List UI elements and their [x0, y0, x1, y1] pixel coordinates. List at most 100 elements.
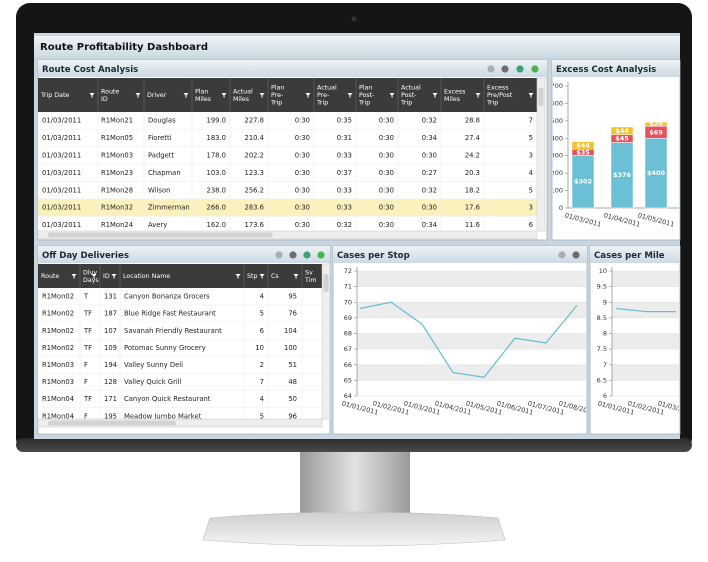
filter-icon[interactable] [259, 93, 265, 98]
table-row[interactable] [38, 216, 537, 233]
column-header: Trip [358, 100, 370, 107]
table-cell: R1Mon05 [101, 134, 133, 142]
table-row[interactable] [38, 339, 340, 357]
table-row[interactable] [38, 164, 537, 182]
table-cell: 24.2 [465, 152, 480, 160]
filter-icon[interactable] [135, 93, 141, 98]
table-cell: 0:30 [295, 186, 310, 194]
grid-band [612, 333, 679, 350]
panel-icon[interactable] [289, 251, 297, 259]
table-cell: 10 [255, 344, 264, 352]
table-cell: 5 [529, 134, 533, 142]
filter-icon[interactable] [71, 274, 77, 279]
table-cell: 4 [260, 293, 264, 301]
table-row[interactable] [38, 390, 340, 408]
panel-icon[interactable] [303, 251, 311, 259]
panel-icon[interactable] [558, 251, 566, 259]
filter-icon[interactable] [221, 93, 227, 98]
value-label: $45 [615, 135, 629, 143]
table-cell: 5 [260, 412, 264, 420]
table-row[interactable] [38, 129, 537, 147]
v-scrollbar[interactable] [321, 263, 331, 420]
column-header: Excess [487, 85, 509, 92]
panel-icon[interactable] [501, 65, 509, 73]
table-cell: 4 [260, 395, 264, 403]
grid-band [612, 271, 679, 287]
filter-icon[interactable] [432, 93, 438, 98]
table-row[interactable] [38, 181, 537, 199]
column-header: Plan [359, 85, 372, 92]
y-tick-label: 400 [551, 134, 563, 142]
panel-icon[interactable] [275, 251, 283, 259]
table-cell: R1Mon02 [42, 310, 74, 318]
table-cell: 266.0 [207, 204, 226, 212]
filter-icon[interactable] [305, 93, 311, 98]
table-cell: F [84, 378, 88, 386]
y-tick-label: 200 [551, 169, 563, 177]
filter-icon[interactable] [475, 93, 481, 98]
table-cell: 109 [104, 344, 117, 352]
filter-icon[interactable] [183, 93, 189, 98]
table-cell: TF [83, 395, 92, 403]
panel-icon[interactable] [516, 65, 524, 73]
h-scrollbar[interactable] [37, 230, 538, 240]
h-scrollbar[interactable] [37, 418, 323, 428]
table-row[interactable] [38, 407, 340, 425]
filter-icon[interactable] [111, 274, 117, 279]
y-tick-label: 64 [344, 392, 352, 400]
table-cell: 100 [284, 344, 297, 352]
panel-icon[interactable] [531, 65, 539, 73]
table-cell: 2 [260, 361, 264, 369]
v-scroll-thumb[interactable] [323, 274, 329, 292]
table-cell: 96 [288, 412, 297, 420]
table-row[interactable] [38, 146, 537, 165]
table-row[interactable] [38, 373, 340, 391]
column-header: Actual [233, 88, 253, 95]
filter-icon[interactable] [259, 274, 265, 279]
table-cell: 0:33 [337, 152, 352, 160]
table-row[interactable] [38, 288, 340, 306]
table-row[interactable] [38, 305, 340, 323]
panel-icon[interactable] [317, 251, 325, 259]
bar-segment [610, 126, 634, 135]
table-cell: Padgett [148, 152, 174, 160]
filter-icon[interactable] [91, 274, 97, 279]
table-cell: 01/03/2011 [42, 117, 81, 125]
column-header: ID [103, 273, 110, 280]
table-row[interactable] [38, 199, 537, 217]
filter-icon[interactable] [235, 274, 241, 279]
table-cell: R1Mon04 [42, 412, 74, 420]
table-cell: 76 [288, 310, 297, 318]
panel-icon[interactable] [572, 251, 580, 259]
table-cell: 0:31 [337, 134, 352, 142]
h-scroll-thumb[interactable] [48, 420, 176, 426]
table-cell: 51 [288, 361, 297, 369]
table-cell: 01/03/2011 [42, 134, 81, 142]
panel-icon[interactable] [487, 65, 495, 73]
table-row[interactable] [38, 322, 340, 340]
table-row[interactable] [38, 112, 537, 130]
table-cell: Meadow Jumbo Market [124, 412, 202, 420]
filter-icon[interactable] [347, 93, 353, 98]
column-header: Excess [444, 88, 466, 95]
y-tick-label: 8 [603, 330, 607, 338]
v-scrollbar[interactable] [536, 77, 546, 232]
table-cell: Canyon Quick Restaurant [124, 395, 211, 403]
filter-icon[interactable] [528, 93, 534, 98]
table-cell: 202.2 [245, 152, 264, 160]
filter-icon[interactable] [389, 93, 395, 98]
table-cell: 0:30 [379, 204, 394, 212]
v-scroll-thumb[interactable] [538, 88, 544, 106]
h-scroll-thumb[interactable] [48, 232, 273, 238]
column-header: Days [83, 277, 99, 284]
table-row[interactable] [38, 356, 340, 374]
filter-icon[interactable] [293, 274, 299, 279]
table-cell: Chapman [148, 169, 181, 177]
panel-header [590, 246, 680, 263]
table-cell: R1Mon21 [101, 117, 133, 125]
column-header: Cs [271, 273, 279, 280]
bar-segment [644, 121, 668, 127]
filter-icon[interactable] [89, 93, 95, 98]
column-header: ID [101, 96, 108, 103]
